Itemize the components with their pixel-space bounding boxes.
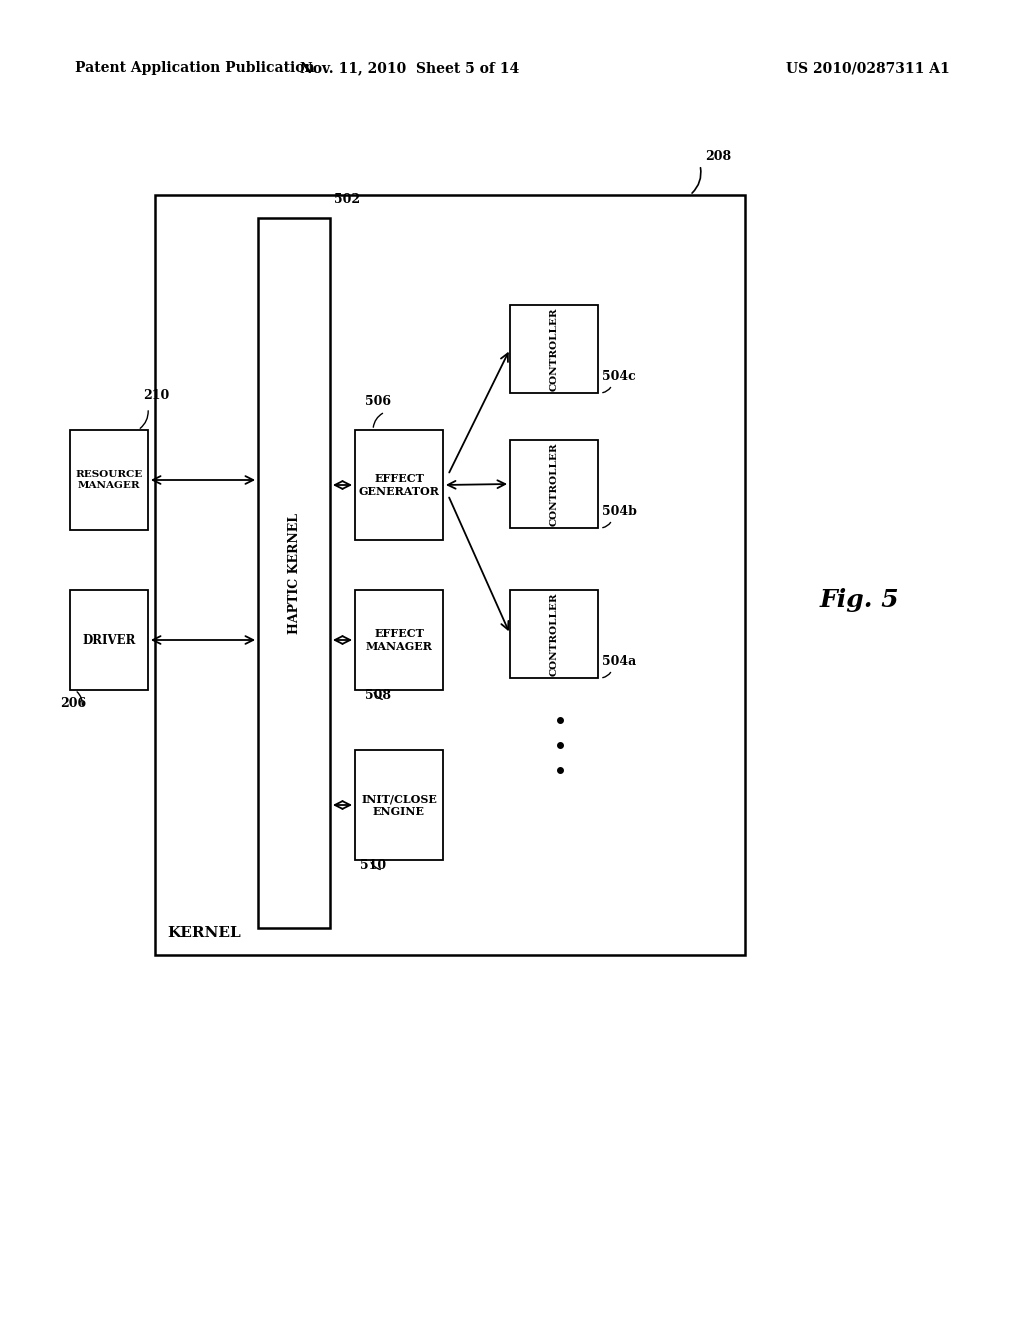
Bar	[355, 750, 443, 861]
Text: 210: 210	[143, 389, 169, 403]
Bar	[70, 590, 148, 690]
Text: US 2010/0287311 A1: US 2010/0287311 A1	[786, 61, 950, 75]
Text: Fig. 5: Fig. 5	[820, 587, 900, 612]
Text: 208: 208	[705, 150, 731, 162]
Text: 510: 510	[360, 859, 386, 873]
Bar	[70, 430, 148, 531]
Text: CONTROLLER: CONTROLLER	[550, 308, 558, 391]
Bar	[355, 590, 443, 690]
Text: 206: 206	[60, 697, 86, 710]
Bar	[155, 195, 745, 954]
Text: Patent Application Publication: Patent Application Publication	[75, 61, 314, 75]
Text: CONTROLLER: CONTROLLER	[550, 442, 558, 525]
Bar	[510, 590, 598, 678]
Text: RESOURCE
MANAGER: RESOURCE MANAGER	[76, 470, 142, 490]
Text: DRIVER: DRIVER	[82, 634, 136, 647]
Text: 508: 508	[365, 689, 391, 702]
Text: 504a: 504a	[602, 655, 636, 668]
Text: KERNEL: KERNEL	[167, 927, 241, 940]
Text: Nov. 11, 2010  Sheet 5 of 14: Nov. 11, 2010 Sheet 5 of 14	[300, 61, 519, 75]
Text: HAPTIC KERNEL: HAPTIC KERNEL	[288, 512, 300, 634]
Bar	[510, 305, 598, 393]
Text: CONTROLLER: CONTROLLER	[550, 593, 558, 676]
Bar	[258, 218, 330, 928]
Text: INIT/CLOSE
ENGINE: INIT/CLOSE ENGINE	[361, 793, 437, 817]
Text: EFFECT
GENERATOR: EFFECT GENERATOR	[358, 473, 439, 496]
Text: EFFECT
MANAGER: EFFECT MANAGER	[366, 628, 432, 652]
Text: 502: 502	[334, 193, 360, 206]
Text: 506: 506	[365, 395, 391, 408]
Bar	[355, 430, 443, 540]
Bar	[510, 440, 598, 528]
Text: 504b: 504b	[602, 506, 637, 517]
Text: 504c: 504c	[602, 370, 636, 383]
